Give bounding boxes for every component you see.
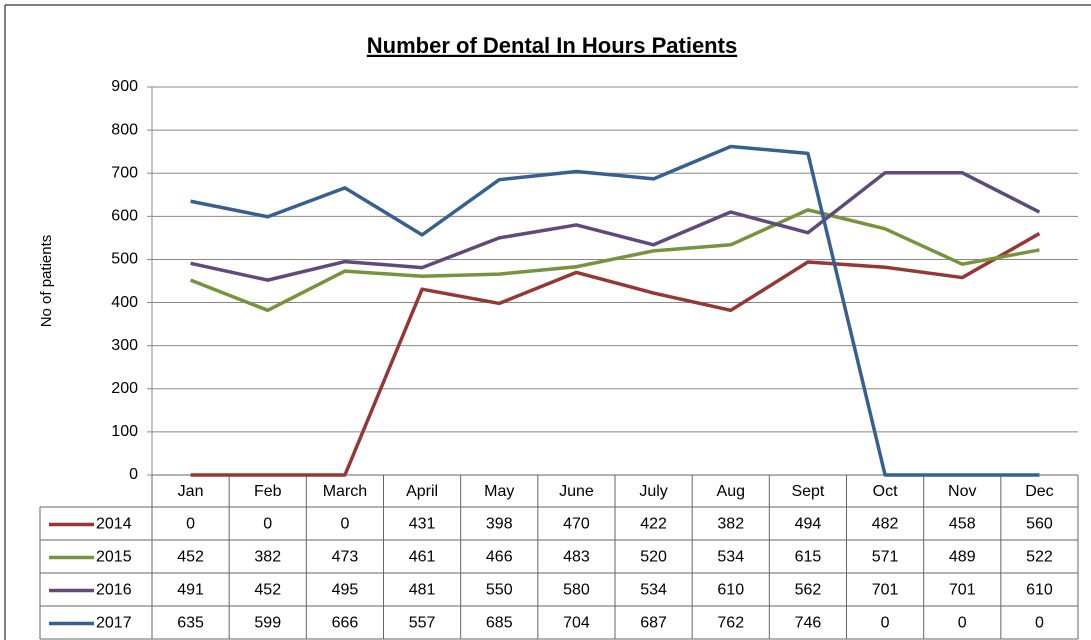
table-value: 482 <box>872 516 899 533</box>
y-tick-label: 0 <box>129 466 138 483</box>
y-tick-label: 500 <box>111 251 138 268</box>
table-value: 452 <box>254 582 281 599</box>
table-value: 382 <box>717 516 744 533</box>
table-value: 746 <box>795 615 822 632</box>
legend-label: 2016 <box>96 582 132 599</box>
y-tick-label: 800 <box>111 121 138 138</box>
table-value: 520 <box>640 549 667 566</box>
table-value: 483 <box>563 549 590 566</box>
x-tick-label: Oct <box>873 483 898 500</box>
y-axis-label: No of patients <box>38 235 55 328</box>
table-value: 398 <box>486 516 513 533</box>
table-value: 458 <box>949 516 976 533</box>
y-tick-label: 400 <box>111 294 138 311</box>
legend-label: 2015 <box>96 549 132 566</box>
table-value: 557 <box>409 615 436 632</box>
x-tick-label: May <box>484 483 514 500</box>
table-value: 422 <box>640 516 667 533</box>
x-tick-label: Feb <box>254 483 282 500</box>
table-value: 491 <box>177 582 204 599</box>
legend-label: 2014 <box>96 516 132 533</box>
table-value: 560 <box>1026 516 1053 533</box>
y-tick-label: 900 <box>111 78 138 95</box>
x-tick-label: March <box>323 483 367 500</box>
table-value: 0 <box>1035 615 1044 632</box>
y-tick-label: 700 <box>111 164 138 181</box>
table-value: 701 <box>949 582 976 599</box>
y-tick-label: 200 <box>111 380 138 397</box>
table-value: 610 <box>717 582 744 599</box>
table-value: 495 <box>332 582 359 599</box>
table-value: 580 <box>563 582 590 599</box>
table-value: 687 <box>640 615 667 632</box>
table-value: 704 <box>563 615 590 632</box>
table-value: 571 <box>872 549 899 566</box>
table-value: 0 <box>958 615 967 632</box>
x-tick-label: Sept <box>791 483 824 500</box>
table-value: 0 <box>186 516 195 533</box>
table-value: 489 <box>949 549 976 566</box>
x-tick-label: Nov <box>948 483 976 500</box>
table-value: 685 <box>486 615 513 632</box>
table-value: 615 <box>795 549 822 566</box>
series-line <box>190 144 1040 477</box>
table-value: 534 <box>640 582 667 599</box>
table-value: 0 <box>263 516 272 533</box>
x-tick-label: Jan <box>178 483 204 500</box>
table-value: 466 <box>486 549 513 566</box>
table-value: 473 <box>332 549 359 566</box>
table-value: 461 <box>409 549 436 566</box>
table-value: 599 <box>254 615 281 632</box>
table-value: 534 <box>717 549 744 566</box>
table-value: 762 <box>717 615 744 632</box>
table-value: 635 <box>177 615 204 632</box>
table-value: 0 <box>340 516 349 533</box>
table-value: 0 <box>881 615 890 632</box>
table-value: 382 <box>254 549 281 566</box>
series-line <box>190 171 1041 282</box>
table-value: 610 <box>1026 582 1053 599</box>
table-value: 452 <box>177 549 204 566</box>
table-value: 481 <box>409 582 436 599</box>
table-value: 470 <box>563 516 590 533</box>
table-value: 666 <box>332 615 359 632</box>
series-line <box>189 208 1040 313</box>
table-value: 431 <box>409 516 436 533</box>
table-value: 562 <box>795 582 822 599</box>
table-value: 494 <box>795 516 822 533</box>
x-tick-label: Dec <box>1025 483 1053 500</box>
table-value: 522 <box>1026 549 1053 566</box>
y-tick-label: 300 <box>111 337 138 354</box>
table-value: 701 <box>872 582 899 599</box>
x-tick-label: April <box>406 483 438 500</box>
x-tick-label: Aug <box>717 483 745 500</box>
x-tick-label: June <box>559 483 594 500</box>
series-line <box>190 232 1041 477</box>
y-tick-label: 100 <box>111 423 138 440</box>
legend-label: 2017 <box>96 615 132 632</box>
chart-title: Number of Dental In Hours Patients <box>367 33 737 58</box>
y-tick-label: 600 <box>111 208 138 225</box>
table-value: 550 <box>486 582 513 599</box>
x-tick-label: July <box>639 483 667 500</box>
